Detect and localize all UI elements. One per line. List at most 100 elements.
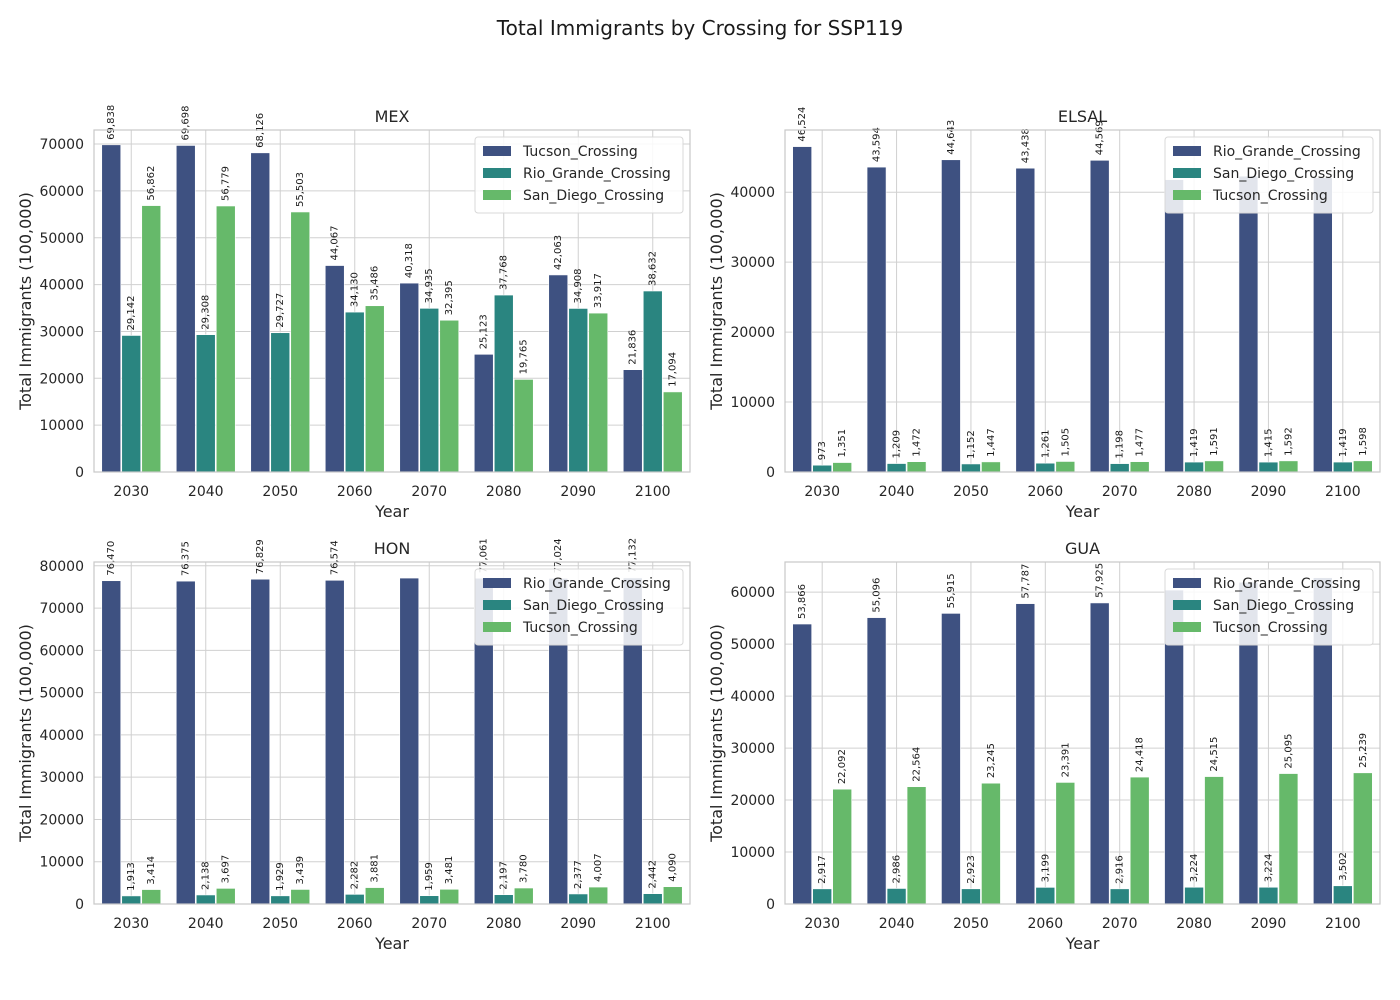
y-tick-label: 10000 (730, 845, 775, 861)
legend-swatch (1173, 168, 1201, 178)
bar-tucson-crossing-2030 (832, 788, 852, 905)
y-tick-label: 60000 (39, 184, 84, 200)
y-tick-label: 0 (75, 897, 84, 913)
x-tick-label: 2030 (113, 484, 149, 500)
bar-rio-grande-crossing-2040 (175, 580, 196, 905)
legend-swatch (1173, 146, 1201, 156)
legend-swatch (483, 578, 511, 588)
bar-tucson-crossing-2050 (250, 152, 271, 473)
x-tick-label: 2030 (804, 916, 840, 932)
x-tick-label: 2090 (1251, 484, 1287, 500)
x-tick-label: 2080 (1176, 916, 1212, 932)
legend-entry: Tucson_Crossing (522, 620, 638, 636)
data-label: 25,239 (1358, 733, 1369, 768)
data-label: 77,024 (553, 538, 564, 573)
bar-tucson-crossing-2080 (513, 887, 534, 905)
bar-tucson-crossing-2050 (981, 461, 1001, 473)
x-tick-label: 2040 (879, 916, 915, 932)
bar-tucson-crossing-2030 (832, 462, 852, 473)
bar-rio-grande-crossing-2070 (1089, 602, 1110, 905)
data-label: 4,007 (593, 853, 604, 882)
legend-entry: Tucson_Crossing (1212, 620, 1328, 636)
x-tick-label: 2070 (411, 484, 447, 500)
legend-swatch (1173, 600, 1201, 610)
data-label: 33,917 (593, 273, 604, 308)
data-label: 19,765 (519, 339, 530, 374)
y-tick-label: 50000 (39, 686, 84, 702)
data-label: 55,915 (946, 573, 957, 608)
chart-title: ELSAL (1058, 107, 1107, 126)
legend-box (1164, 136, 1374, 214)
data-label: 22,564 (912, 747, 923, 782)
bar-tucson-crossing-2060 (324, 265, 345, 473)
bar-san-diego-crossing-2030 (121, 895, 142, 905)
data-label: 24,418 (1135, 737, 1146, 772)
bar-rio-grande-crossing-2030 (792, 623, 812, 905)
x-tick-label: 2100 (1325, 484, 1361, 500)
data-label: 2,442 (648, 860, 659, 889)
data-label: 2,282 (350, 861, 361, 890)
data-label: 1,913 (126, 862, 137, 891)
bar-san-diego-crossing-2030 (812, 888, 832, 905)
legend-swatch (1173, 622, 1201, 632)
data-label: 1,929 (275, 862, 286, 891)
bar-tucson-crossing-2070 (439, 888, 460, 905)
legend: Rio_Grande_Crossing San_Diego_Crossing Tuc… (474, 568, 684, 646)
bar-rio-grande-crossing-2040 (195, 334, 216, 473)
bar-rio-grande-crossing-2040 (866, 166, 887, 473)
x-tick-label: 2090 (560, 916, 596, 932)
bar-rio-grande-crossing-2080 (493, 294, 514, 473)
x-tick-label: 2060 (337, 484, 373, 500)
y-tick-label: 20000 (39, 812, 84, 828)
bar-san-diego-crossing-2060 (1035, 887, 1056, 905)
plot-frame (93, 129, 691, 473)
data-label: 1,505 (1060, 428, 1071, 457)
bar-tucson-crossing-2100 (1353, 460, 1373, 473)
data-label: 3,697 (221, 855, 232, 884)
x-tick-label: 2090 (560, 484, 596, 500)
x-tick-label: 2030 (113, 916, 149, 932)
bar-san-diego-crossing-2080 (493, 894, 514, 905)
data-label: 23,245 (986, 743, 997, 778)
x-tick-label: 2070 (1102, 916, 1138, 932)
bar-rio-grande-crossing-2070 (399, 577, 420, 905)
x-tick-label: 2030 (804, 484, 840, 500)
bar-san-diego-crossing-2070 (1109, 888, 1130, 905)
legend-box (1164, 568, 1374, 646)
bar-rio-grande-crossing-2090 (1238, 175, 1259, 473)
data-label: 1,472 (912, 428, 923, 457)
data-label: 1,447 (986, 428, 997, 457)
chart-title: MEX (375, 107, 410, 126)
legend-swatch (483, 168, 511, 178)
data-label: 3,224 (1263, 854, 1274, 883)
data-label: 2,917 (817, 855, 828, 884)
y-tick-label: 40000 (39, 278, 84, 294)
bar-tucson-crossing-2100 (662, 886, 683, 905)
data-label: 21,836 (628, 330, 639, 365)
data-label: 29,727 (275, 293, 286, 328)
data-label: 1,419 (1338, 428, 1349, 457)
data-label: 77,132 (628, 538, 639, 573)
data-label: 24,515 (1209, 737, 1220, 772)
legend-swatch (1173, 578, 1201, 588)
x-tick-label: 2070 (411, 916, 447, 932)
legend: Rio_Grande_Crossing San_Diego_Crossing Tuc… (1164, 568, 1374, 646)
data-label: 76,574 (330, 540, 341, 575)
data-label: 3,439 (295, 856, 306, 885)
legend-entry: Rio_Grande_Crossing (523, 576, 671, 592)
data-label: 44,643 (946, 120, 957, 155)
data-label: 1,959 (424, 862, 435, 891)
y-axis-label: Total Immigrants (100,000) (16, 192, 35, 411)
bar-san-diego-crossing-2100 (662, 391, 683, 473)
plot-frame (784, 561, 1381, 905)
y-axis-label: Total Immigrants (100,000) (707, 624, 726, 843)
legend-entry: Rio_Grande_Crossing (523, 166, 671, 182)
bar-tucson-crossing-2040 (906, 786, 927, 905)
data-label: 1,152 (966, 430, 977, 459)
bar-san-diego-crossing-2100 (642, 893, 663, 905)
legend-swatch (1173, 190, 1201, 200)
bar-san-diego-crossing-2070 (439, 319, 460, 473)
bar-san-diego-crossing-2040 (215, 205, 236, 473)
